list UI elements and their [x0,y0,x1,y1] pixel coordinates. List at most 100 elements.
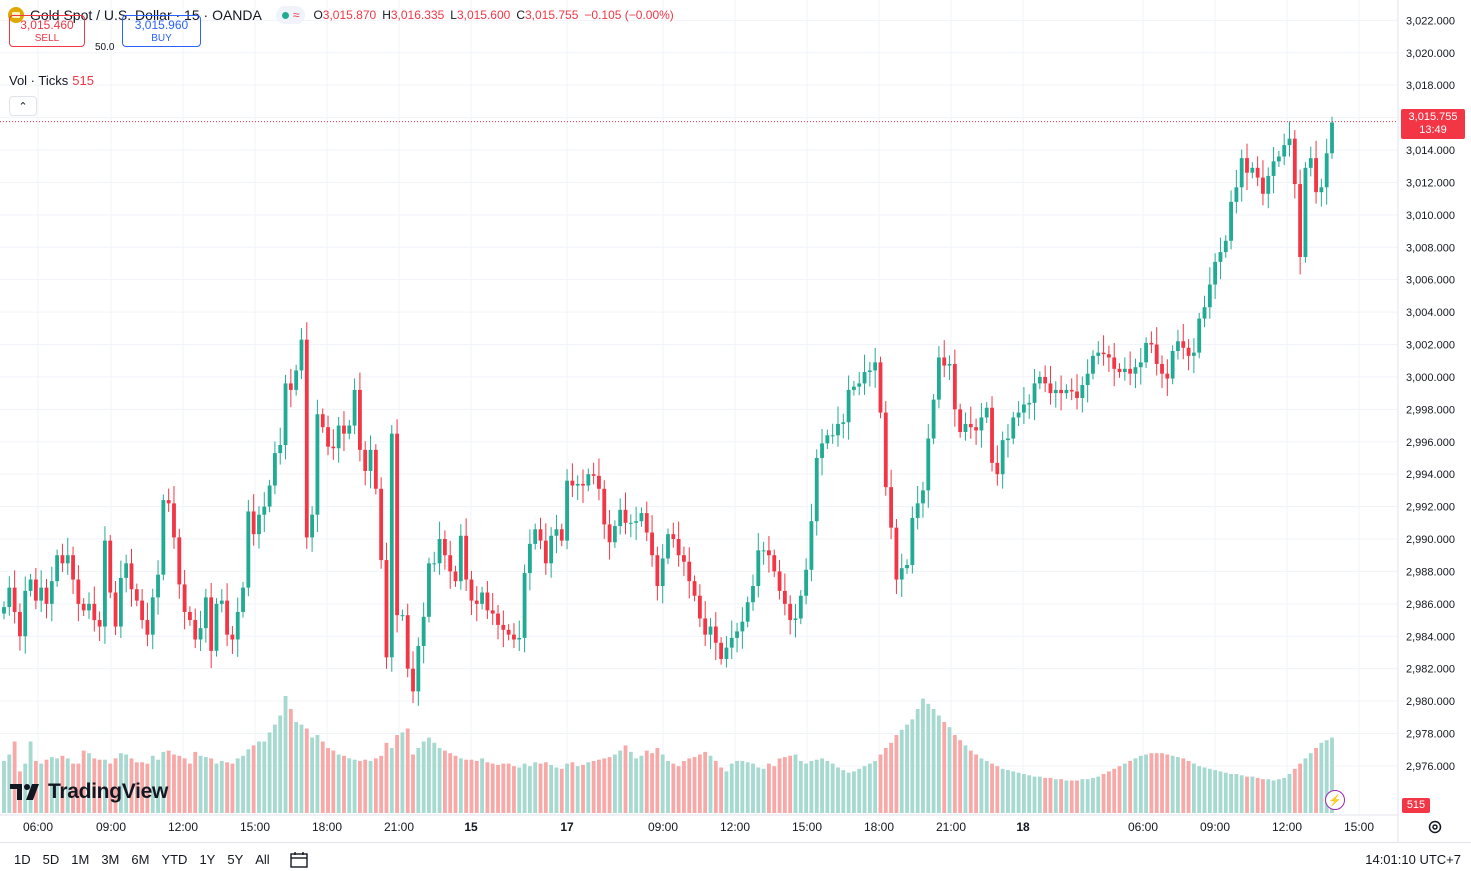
volume-bar [671,763,676,813]
volume-bar [1021,774,1026,813]
price-chart[interactable]: 3,022.0003,020.0003,018.0003,016.0003,01… [0,0,1471,842]
candle-body [575,483,580,486]
range-button-all[interactable]: All [255,852,270,867]
collapse-legend-button[interactable]: ⌃ [9,96,37,116]
candle-body [1160,363,1164,374]
volume-bar [490,763,495,813]
volume-bar [432,742,437,813]
candle-body [283,383,288,446]
candle-body [1239,158,1244,188]
range-button-5y[interactable]: 5Y [227,852,244,867]
price-tick-label: 3,010.000 [1406,210,1455,222]
candle-body [1037,376,1042,384]
candle-body [389,433,394,658]
sell-button[interactable]: 3,015.460 SELL [9,15,85,47]
market-status-badge[interactable]: ≈ [275,6,306,24]
volume-bar [591,761,596,813]
candle-body [1181,341,1186,348]
lightning-icon[interactable]: ⚡ [1325,790,1345,810]
range-button-1m[interactable]: 1M [71,852,90,867]
candle-body [825,435,830,444]
calendar-goto-icon[interactable] [290,851,310,869]
range-button-ytd[interactable]: YTD [161,852,188,867]
time-axis[interactable]: 06:00 09:00 12:00 15:00 18:00 21:00 15 17 09:00 1… [23,820,1374,834]
volume-bar [1149,753,1154,813]
candle-body [490,610,495,614]
candle-body [44,587,49,604]
candle-body [118,577,123,627]
change-value: −0.105 (−0.00%) [584,8,674,22]
time-tick-label: 18 [1016,820,1030,834]
volume-bar [55,758,60,813]
volume-bar [262,741,267,813]
volume-bar [1276,779,1281,813]
volume-bar [453,755,458,813]
timezone-clock[interactable]: 14:01:10 UTC+7 [1365,852,1461,867]
candle-body [294,370,299,390]
volume-bar [527,766,532,813]
volume-bar [1250,776,1255,813]
candle-body [942,357,947,366]
volume-bar [129,758,134,813]
volume-bar [549,764,554,813]
candle-body [1027,402,1032,405]
volume-bar [559,768,564,813]
candle-body [650,532,654,556]
candle-body [543,540,548,564]
volume-bar [889,742,894,813]
volume-bar [363,759,368,813]
candle-body [804,569,809,596]
volume-bar [1239,775,1244,813]
bottom-toolbar: 1D 5D 1M 3M 6M YTD 1Y 5Y All 14:01:10 UTC+7 [0,842,1471,871]
volume-bar [427,737,431,813]
volume-bar [1186,761,1191,813]
candle-body [852,386,856,390]
candle-body [172,503,176,538]
price-tick-label: 3,022.000 [1406,15,1455,27]
volume-bar [883,748,888,813]
gear-icon[interactable] [1427,819,1443,835]
volume-legend[interactable]: Vol · Ticks 515 [9,73,94,88]
volume-bar [448,753,453,813]
candle-body [836,423,840,436]
candle-body [1128,368,1133,374]
candle-body [878,362,883,413]
volume-bar [1298,763,1303,813]
volume-bar [336,754,341,813]
volume-bar [1197,766,1202,813]
volume-bar [140,762,145,813]
candle-body [1016,412,1021,418]
volume-bar [485,762,490,813]
time-tick-label: 12:00 [168,820,198,834]
candle-body [501,624,506,630]
price-tick-label: 3,012.000 [1406,177,1455,189]
candle-body [1287,138,1292,146]
volume-bar [543,762,548,813]
range-button-1d[interactable]: 1D [14,852,31,867]
candle-body [55,555,60,582]
candle-body [251,511,256,535]
candle-body [442,539,447,556]
tradingview-logo[interactable]: TradingView [10,780,168,804]
volume-bar [421,741,426,813]
range-button-3m[interactable]: 3M [101,852,120,867]
candle-body [1064,389,1069,394]
price-tick-label: 3,000.000 [1406,372,1455,384]
volume-bar [241,755,245,813]
candle-body [203,597,208,629]
volume-bar [320,741,325,813]
candle-body [92,603,97,621]
range-button-6m[interactable]: 6M [131,852,150,867]
candle-body [809,521,814,570]
range-button-1y[interactable]: 1Y [199,852,216,867]
volume-bar [618,750,623,813]
volume-bar [411,754,415,813]
volume-bar [873,761,878,813]
volume-bar [612,754,617,813]
range-button-5d[interactable]: 5D [42,852,60,867]
volume-bar [761,768,766,813]
candle-body [1282,145,1287,157]
buy-button[interactable]: 3,015.960 BUY [122,15,201,47]
volume-bar [1128,761,1133,813]
candle-body [1276,156,1281,162]
